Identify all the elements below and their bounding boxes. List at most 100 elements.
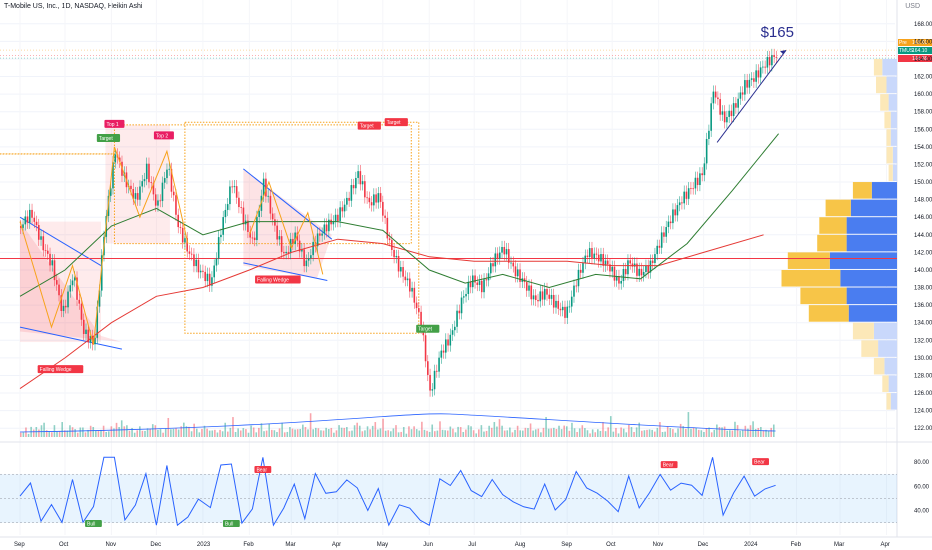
candle-body (424, 335, 427, 362)
x-tick-label: Nov (653, 542, 664, 548)
volume-bar (286, 431, 289, 437)
candle-body (206, 273, 209, 282)
volume-bar (760, 426, 762, 437)
candle-body (58, 284, 60, 296)
chart-patterns (0, 121, 897, 350)
price-tag-value: 164.38 (912, 56, 928, 62)
price-tag (898, 55, 932, 62)
volume-bar (687, 412, 690, 437)
candle-body (150, 182, 153, 184)
candle-body (705, 138, 708, 164)
volume-bar (45, 430, 48, 437)
candle-body (76, 277, 78, 300)
volume-bar (208, 430, 211, 437)
volume-bar (82, 427, 84, 437)
candle-body (49, 253, 51, 266)
price-target-label: $165 (761, 24, 794, 41)
volume-bar (446, 430, 449, 437)
target-box (184, 121, 420, 334)
volume-bar (604, 431, 607, 437)
volume-bar (74, 429, 76, 437)
profile-down-bar (888, 94, 897, 111)
volume-bar (581, 425, 584, 437)
volume-bar (480, 425, 483, 437)
candle-body (768, 57, 771, 66)
profile-up-bar (888, 164, 893, 182)
candle-body (726, 116, 728, 123)
volume-bar (622, 428, 625, 437)
volume-ma-line (19, 413, 776, 433)
candle-body (233, 186, 236, 188)
volume-bar (190, 431, 193, 437)
volume-bar (700, 430, 703, 437)
candle-body (161, 182, 164, 202)
volume-bar (167, 417, 170, 437)
pattern-zigzag (248, 180, 324, 275)
annotation-label: Target (387, 120, 402, 126)
candle-body (346, 197, 348, 205)
candle-body (552, 294, 555, 308)
profile-up-bar (852, 182, 872, 199)
candle-body (631, 263, 634, 267)
profile-down-bar (888, 375, 897, 393)
x-tick-label: Dec (698, 542, 709, 548)
x-tick-label: Dec (150, 542, 161, 548)
grid (0, 0, 932, 538)
volume-bar (149, 428, 151, 437)
candle-body (393, 249, 395, 258)
volume-bar (141, 430, 144, 437)
volume-bar (201, 428, 203, 437)
volume-bar (270, 429, 273, 437)
profile-up-bar (808, 305, 849, 322)
volume-bar (586, 430, 589, 437)
candle-body (483, 279, 485, 293)
volume-bar (294, 429, 296, 437)
y-tick-label: 154.00 (914, 145, 932, 151)
candle-body (172, 191, 175, 196)
candle-body (179, 227, 182, 228)
candle-body (46, 250, 49, 254)
profile-up-bar (873, 58, 883, 76)
profile-down-bar (892, 164, 897, 182)
rsi-divergence-badge (254, 466, 272, 473)
candle-body (642, 271, 645, 276)
candle-body (703, 163, 706, 176)
pattern-zigzag (19, 146, 189, 345)
volume-bar (358, 425, 361, 437)
candle-body (503, 246, 506, 255)
volume-bar (211, 430, 214, 437)
candle-body (251, 237, 254, 239)
candle-body (665, 227, 667, 237)
volume-bar (159, 429, 162, 437)
candle-body (184, 238, 186, 243)
candle-body (136, 193, 139, 200)
candle-body (359, 171, 362, 185)
candle-body (660, 232, 663, 248)
candle-body (636, 263, 638, 276)
y-tick-label: 124.00 (914, 409, 932, 415)
volume-bar (674, 432, 677, 437)
candle-body (654, 254, 656, 264)
pattern-fill (105, 124, 170, 244)
candle-body (645, 265, 647, 272)
candle-body (355, 177, 357, 189)
volume-bar (325, 427, 327, 437)
candle-body (759, 67, 762, 78)
volume-bar (258, 427, 260, 437)
candle-body (467, 281, 470, 294)
candle-body (375, 194, 377, 203)
candle-body (71, 280, 74, 286)
volume-bar (338, 425, 340, 437)
volume-bar (242, 428, 245, 437)
candle-body (420, 311, 422, 328)
profile-down-bar (882, 58, 897, 76)
volume-bar (139, 426, 141, 437)
candle-body (566, 306, 569, 318)
candle-body (723, 111, 726, 123)
candle-body (597, 254, 600, 262)
volume-bar (276, 431, 278, 437)
candle-body (773, 54, 775, 57)
candle-body (159, 200, 162, 202)
candle-body (474, 275, 476, 283)
